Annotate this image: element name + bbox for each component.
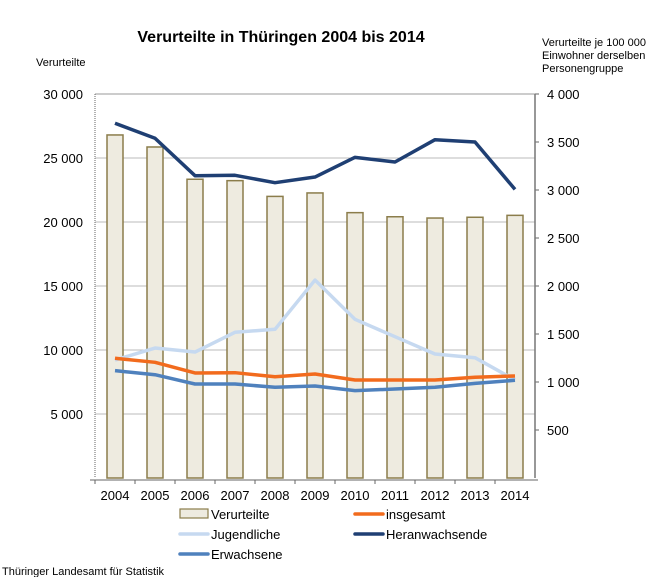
left-tick-label: 30 000 (43, 87, 83, 102)
left-tick-label: 15 000 (43, 279, 83, 294)
chart-title: Verurteilte in Thüringen 2004 bis 2014 (137, 29, 424, 46)
left-tick-label: 20 000 (43, 215, 83, 230)
bar-2010 (346, 211, 364, 479)
line-jugendliche (114, 278, 516, 382)
bar-2011 (386, 216, 404, 479)
right-tick-label: 3 500 (547, 135, 580, 150)
x-tick-label: 2008 (261, 488, 290, 503)
legend-label: Heranwachsende (386, 527, 487, 542)
right-tick-label: 1 500 (547, 327, 580, 342)
right-tick-label: 3 000 (547, 183, 580, 198)
lines (114, 121, 517, 393)
right-tick-label: 500 (547, 423, 569, 438)
right-axis-label-line-1: Verurteilte je 100 000 (542, 37, 646, 49)
x-tick-label: 2007 (221, 488, 250, 503)
right-axis-label-line-2: Einwohner derselben (542, 50, 645, 62)
bar-2014 (506, 214, 524, 479)
line-heranwachsende (114, 121, 517, 191)
x-tick-label: 2014 (501, 488, 530, 503)
x-tick-label: 2009 (301, 488, 330, 503)
legend-label: insgesamt (386, 507, 446, 522)
legend-label: Jugendliche (211, 527, 280, 542)
bar-2005 (146, 146, 164, 479)
bar-2007 (226, 179, 244, 479)
x-tick-label: 2010 (341, 488, 370, 503)
right-tick-label: 2 000 (547, 279, 580, 294)
bars (106, 134, 524, 479)
axes: 5 000 10 000 15 000 20 000 25 000 30 000 500 1 … (43, 87, 579, 503)
left-tick-label: 25 000 (43, 151, 83, 166)
legend-swatch (179, 508, 209, 519)
bar-2008 (266, 195, 284, 479)
bar-2004 (106, 134, 124, 479)
footer-source: Thüringer Landesamt für Statistik (2, 566, 165, 577)
x-tick-label: 2006 (181, 488, 210, 503)
bar-2009 (306, 192, 324, 479)
right-axis-label-line-3: Personengruppe (542, 63, 623, 75)
legend-label: Erwachsene (211, 547, 283, 562)
x-tick-label: 2004 (101, 488, 130, 503)
x-tick-label: 2013 (461, 488, 490, 503)
right-tick-label: 2 500 (547, 231, 580, 246)
left-tick-label: 10 000 (43, 343, 83, 358)
left-tick-label: 5 000 (50, 407, 83, 422)
bar-2013 (466, 216, 484, 479)
bar-2006 (186, 178, 204, 479)
line-erwachsene (114, 368, 516, 393)
legend-label: Verurteilte (211, 507, 270, 522)
bar-2012 (426, 217, 444, 479)
x-tick-label: 2005 (141, 488, 170, 503)
left-axis-label: Verurteilte (36, 57, 86, 69)
right-tick-label: 4 000 (547, 87, 580, 102)
right-tick-label: 1 000 (547, 375, 580, 390)
legend: Verurteilte insgesamt Jugendliche Heranwach… (178, 507, 487, 562)
x-tick-label: 2011 (381, 488, 409, 503)
x-tick-label: 2012 (421, 488, 450, 503)
line-insgesamt (114, 356, 516, 382)
